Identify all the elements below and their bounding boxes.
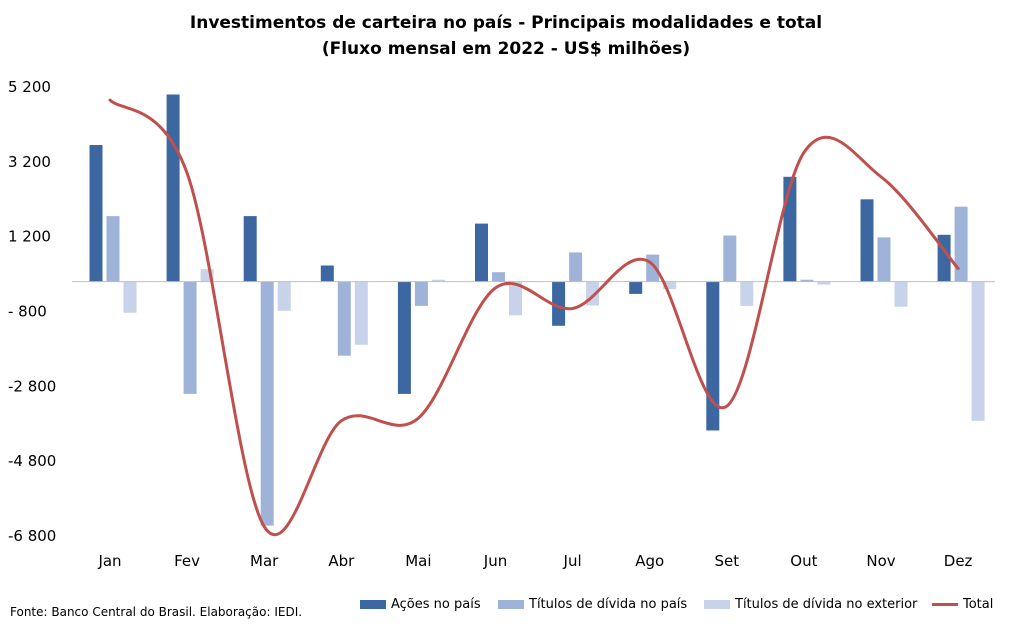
legend-label-titulos-pais: Títulos de dívida no país (529, 597, 688, 612)
bar (414, 281, 428, 306)
y-tick-label: 1 200 (8, 228, 51, 246)
bar (183, 281, 197, 394)
bar (800, 279, 814, 282)
bar (552, 281, 566, 326)
bar (337, 281, 351, 356)
x-tick-label: Jul (563, 552, 582, 570)
y-tick-label: 3 200 (8, 153, 51, 171)
bar (509, 281, 522, 316)
legend-swatch-acoes (360, 600, 386, 609)
bar (260, 281, 274, 526)
legend-item-titulos-exterior: Títulos de dívida no exterior (704, 597, 917, 612)
y-tick-label: 5 200 (8, 78, 51, 96)
x-tick-label: Mar (250, 552, 279, 570)
bar (320, 265, 334, 282)
bar (706, 281, 720, 431)
bar (817, 281, 831, 285)
bar (475, 223, 488, 282)
legend-item-acoes: Ações no país (360, 597, 481, 612)
bar (106, 216, 120, 282)
legend-item-total: Total (932, 597, 993, 612)
bar (397, 281, 411, 394)
legend-item-titulos-pais: Títulos de dívida no país (498, 597, 687, 612)
x-tick-label: Dez (944, 552, 973, 570)
bar (894, 281, 908, 307)
x-tick-label: Ago (635, 552, 664, 570)
x-tick-label: Abr (328, 552, 355, 570)
bar (877, 237, 891, 282)
bar (663, 281, 677, 290)
bar (277, 281, 291, 311)
bar (354, 281, 368, 345)
bar (783, 176, 797, 282)
legend-label-titulos-exterior: Títulos de dívida no exterior (735, 597, 918, 612)
legend-swatch-titulos-pais (498, 600, 524, 609)
bar (89, 145, 103, 282)
bar (629, 281, 643, 294)
y-tick-label: -4 800 (8, 452, 56, 470)
bar (740, 281, 754, 306)
bar (860, 199, 874, 282)
bar (123, 281, 137, 313)
source-note: Fonte: Banco Central do Brasil. Elaboraç… (10, 605, 303, 619)
bar (243, 216, 257, 282)
bar (431, 279, 445, 282)
legend-line-total (932, 603, 958, 606)
x-tick-label: Jun (483, 552, 507, 570)
x-tick-label: Fev (174, 552, 200, 570)
bar (569, 252, 583, 282)
x-tick-label: Out (790, 552, 817, 570)
legend-label-acoes: Ações no país (391, 597, 481, 612)
x-tick-label: Jan (97, 552, 121, 570)
y-tick-label: -2 800 (8, 377, 56, 395)
bar (954, 206, 968, 282)
chart-subtitle: (Fluxo mensal em 2022 - US$ milhões) (321, 39, 691, 59)
bar (723, 235, 737, 282)
series-line-total (108, 98, 960, 537)
x-tick-label: Mai (405, 552, 431, 570)
legend-swatch-titulos-exterior (704, 600, 730, 609)
bar (492, 272, 505, 282)
chart-title: Investimentos de carteira no país - Prin… (189, 13, 823, 33)
y-tick-label: - 800 (8, 303, 47, 321)
legend-label-total: Total (963, 597, 994, 612)
y-tick-label: -6 800 (8, 527, 56, 545)
bar (971, 281, 985, 421)
x-tick-label: Set (714, 552, 739, 570)
x-tick-label: Nov (866, 552, 895, 570)
bar (166, 94, 180, 282)
